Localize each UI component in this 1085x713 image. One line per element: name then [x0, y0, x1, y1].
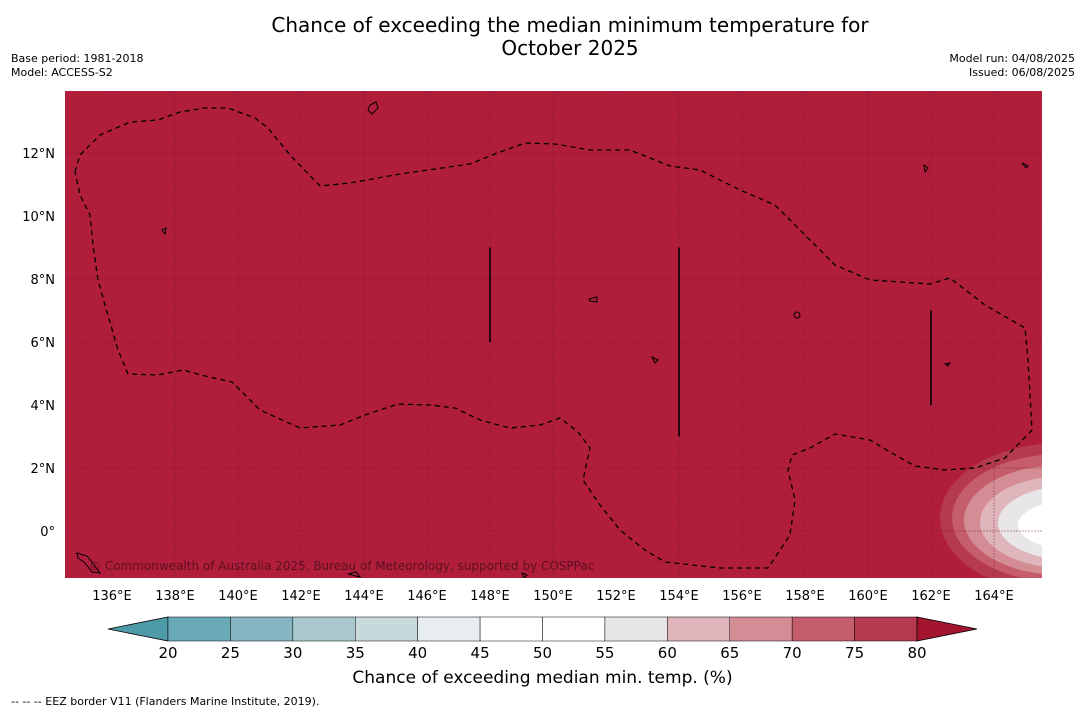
- longitude-tick-label: 140°E: [218, 589, 258, 604]
- colorbar-tick-label: 60: [658, 644, 677, 662]
- colorbar-bin: [604, 616, 668, 642]
- colorbar-under-extension: [107, 616, 169, 642]
- longitude-tick-label: 152°E: [596, 589, 636, 604]
- colorbar-tick-label: 35: [346, 644, 365, 662]
- longitude-tick-labels: 136°E 138°E 140°E 142°E 144°E 146°E 148°E 150°E…: [92, 589, 1014, 604]
- colorbar-bin: [854, 616, 918, 642]
- latitude-tick-labels: 12°N 10°N 8°N 6°N 4°N 2°N 0°: [22, 147, 55, 540]
- latitude-tick-label: 12°N: [22, 147, 55, 162]
- base-period-text: Base period: 1981-2018: [11, 52, 144, 65]
- longitude-tick-label: 148°E: [470, 589, 510, 604]
- probability-field: [65, 91, 1042, 578]
- longitude-tick-label: 158°E: [785, 589, 825, 604]
- chart-title-line1: Chance of exceeding the median minimum t…: [271, 13, 869, 37]
- longitude-tick-label: 156°E: [722, 589, 762, 604]
- chart-title: Chance of exceeding the median minimum t…: [0, 14, 1085, 60]
- colorbar-tick-label: 50: [533, 644, 552, 662]
- colorbar-bin: [167, 616, 231, 642]
- colorbar-bin: [230, 616, 294, 642]
- longitude-tick-label: 164°E: [974, 589, 1014, 604]
- colorbar-over-extension: [916, 616, 978, 642]
- colorbar-tick-label: 45: [471, 644, 490, 662]
- eez-longitude-lines: [489, 247, 932, 437]
- colorbar-tick-label: 65: [720, 644, 739, 662]
- colorbar-tick-label: 30: [283, 644, 302, 662]
- colorbar-tick-label: 55: [595, 644, 614, 662]
- run-info: Model run: 04/08/2025 Issued: 06/08/2025: [949, 52, 1075, 80]
- copyright-text: © Commonwealth of Australia 2025, Bureau…: [89, 559, 594, 573]
- colorbar-bin: [542, 616, 606, 642]
- colorbar: 20 25 30 35 40 45 50 55 60 65 70 75 80: [107, 616, 978, 662]
- longitude-tick-label: 146°E: [407, 589, 447, 604]
- latitude-tick-label: 6°N: [31, 336, 56, 351]
- longitude-tick-label: 154°E: [659, 589, 699, 604]
- longitude-tick-label: 160°E: [848, 589, 888, 604]
- longitude-tick-label: 138°E: [155, 589, 195, 604]
- latitude-tick-label: 10°N: [22, 210, 55, 225]
- islands: [76, 101, 1029, 578]
- graticule: [65, 91, 1042, 578]
- model-info: Base period: 1981-2018 Model: ACCESS-S2: [11, 52, 143, 80]
- eez-border: [74, 107, 1033, 569]
- colorbar-bin: [791, 616, 855, 642]
- colorbar-tick-label: 75: [845, 644, 864, 662]
- latitude-tick-label: 4°N: [31, 399, 56, 414]
- colorbar-tick-label: 70: [783, 644, 802, 662]
- colorbar-tick-label: 40: [408, 644, 427, 662]
- colorbar-tick-label: 20: [158, 644, 177, 662]
- eez-footnote: -- -- -- EEZ border V11 (Flanders Marine…: [11, 695, 320, 708]
- colorbar-label: Chance of exceeding median min. temp. (%…: [352, 668, 733, 688]
- longitude-tick-label: 144°E: [344, 589, 384, 604]
- colorbar-bin: [355, 616, 418, 642]
- colorbar-tick-label: 80: [907, 644, 926, 662]
- colorbar-bin: [479, 616, 543, 642]
- model-name-text: Model: ACCESS-S2: [11, 66, 113, 79]
- longitude-tick-label: 150°E: [533, 589, 573, 604]
- issued-date: Issued: 06/08/2025: [968, 66, 1075, 79]
- low-probability-contours: [940, 443, 1042, 578]
- colorbar-tick-label: 25: [221, 644, 240, 662]
- latitude-tick-label: 0°: [40, 525, 55, 540]
- colorbar-bin: [667, 616, 730, 642]
- chart-title-line2: October 2025: [501, 36, 639, 60]
- longitude-tick-label: 142°E: [281, 589, 321, 604]
- colorbar-bin: [729, 616, 793, 642]
- longitude-tick-label: 136°E: [92, 589, 132, 604]
- latitude-tick-label: 2°N: [31, 462, 56, 477]
- colorbar-bin: [292, 616, 356, 642]
- colorbar-bin: [417, 616, 481, 642]
- longitude-tick-label: 162°E: [911, 589, 951, 604]
- model-run-date: Model run: 04/08/2025: [949, 52, 1075, 65]
- latitude-tick-label: 8°N: [31, 273, 56, 288]
